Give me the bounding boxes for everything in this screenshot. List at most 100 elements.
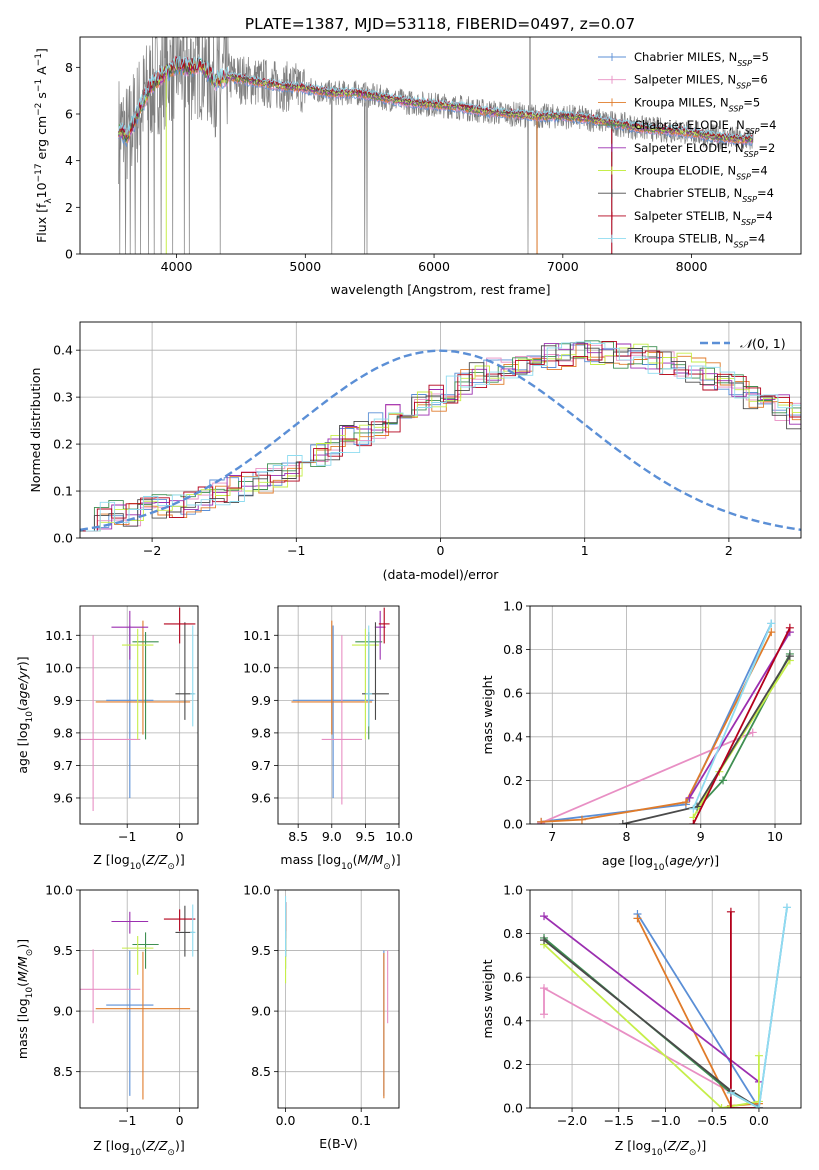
legend-label: Salpeter ELODIE, NSSP=2 bbox=[634, 141, 775, 159]
label-part: 10 bbox=[341, 862, 353, 872]
legend-label: Chabrier STELIB, NSSP=4 bbox=[634, 186, 774, 204]
mass_vs_EBV-points bbox=[285, 896, 389, 1099]
y-tick-label: 9.6 bbox=[53, 790, 73, 805]
label-part: ( bbox=[15, 706, 30, 711]
mass_weight_vs_Z-lines bbox=[540, 903, 791, 1108]
x-tick-label: 0.0 bbox=[276, 1113, 296, 1128]
y-tick-label: 10.0 bbox=[243, 883, 271, 898]
label-part: erg cm bbox=[34, 116, 49, 164]
x-tick-label: 7000 bbox=[547, 259, 579, 274]
mass_weight_vs_Z-frame bbox=[529, 889, 802, 1109]
legend-sub: SSP bbox=[729, 104, 744, 113]
mass_vs_Z-points bbox=[80, 904, 196, 1100]
mass-weight-line bbox=[540, 731, 754, 824]
legend-sub: SSP bbox=[737, 59, 752, 68]
mass-weight-line bbox=[692, 623, 773, 810]
histogram-series bbox=[85, 343, 801, 532]
y-tick-label: 10.0 bbox=[45, 883, 73, 898]
x-tick-label: 9.5 bbox=[355, 829, 375, 844]
legend-name: Salpeter MILES, N bbox=[634, 73, 736, 87]
mass-weight-line bbox=[543, 915, 760, 1083]
errorbar-point bbox=[163, 909, 196, 932]
x-tick-label: −1.0 bbox=[650, 1113, 680, 1128]
x-tick-label: 2 bbox=[725, 543, 733, 558]
label-part: ( bbox=[663, 1138, 668, 1153]
legend-sub: SSP bbox=[745, 127, 760, 136]
label-part: )] bbox=[175, 852, 185, 867]
age_vs_mass-frame bbox=[277, 605, 400, 825]
y-tick-label: 0.6 bbox=[503, 970, 523, 985]
label-part: ⊙ bbox=[689, 1148, 697, 1158]
plus-marker bbox=[748, 728, 757, 737]
label-part: 10 bbox=[651, 1148, 663, 1158]
label-part: Z [log bbox=[93, 1138, 129, 1153]
label-part: 10 bbox=[130, 862, 142, 872]
y-tick-label: 0.2 bbox=[503, 773, 523, 788]
legend-label: Chabrier MILES, NSSP=5 bbox=[634, 50, 769, 68]
legend-sub: SSP bbox=[741, 217, 756, 226]
legend-name: Chabrier STELIB, N bbox=[634, 186, 742, 200]
errorbar-point bbox=[190, 625, 196, 727]
legend-label: Kroupa STELIB, NSSP=4 bbox=[634, 232, 765, 250]
errorbar-point bbox=[378, 607, 390, 644]
label-part: M/M bbox=[358, 852, 384, 867]
y-tick-label: 8.5 bbox=[53, 1064, 73, 1079]
label-part: ( bbox=[141, 852, 146, 867]
histogram-series bbox=[82, 342, 801, 532]
label-part: ⊙ bbox=[167, 1148, 175, 1158]
plus-marker bbox=[577, 815, 586, 824]
errorbar-point bbox=[163, 607, 196, 644]
y-tick-label: 9.8 bbox=[251, 725, 271, 740]
y-tick-label: 0.0 bbox=[503, 817, 523, 832]
label-part: Z/Z bbox=[667, 1138, 690, 1153]
mass_weight_vs_age-lines bbox=[537, 619, 794, 824]
label-part: ⊙ bbox=[25, 949, 35, 957]
x-tick-label: 0.1 bbox=[351, 1113, 371, 1128]
x-tick-label: 1 bbox=[581, 543, 589, 558]
label-part: mass [log bbox=[15, 998, 30, 1059]
x-tick-label: 8.5 bbox=[288, 829, 308, 844]
residuals-axes: −2 −1 0 1 2 0.0 0.1 0.2 0.3 0.4 bbox=[53, 322, 801, 558]
y-tick-label: 0.4 bbox=[503, 729, 523, 744]
y-tick-label: 8.5 bbox=[251, 1064, 271, 1079]
x-tick-label: 10 bbox=[767, 829, 783, 844]
plus-marker bbox=[689, 820, 698, 824]
y-tick-label: 10.1 bbox=[45, 628, 73, 643]
legend-eq: =4 bbox=[757, 186, 774, 200]
plus-marker bbox=[767, 628, 776, 637]
x-tick-label: −2.0 bbox=[557, 1113, 587, 1128]
label-part: −17 bbox=[34, 163, 44, 182]
errorbar-point bbox=[95, 951, 191, 1100]
x-tick-label: 9.0 bbox=[322, 829, 342, 844]
y-tick-label: 9.0 bbox=[251, 1004, 271, 1019]
mass_vs_EBV-axes: 0.0 0.1 8.5 9.0 9.5 10.0 bbox=[243, 883, 399, 1128]
label-part: age [log bbox=[602, 853, 653, 868]
errorbar-point bbox=[95, 620, 191, 735]
plus-marker bbox=[618, 820, 627, 824]
y-tick-label: 0.4 bbox=[53, 343, 73, 358]
x-tick-label: −2 bbox=[143, 543, 161, 558]
plus-marker bbox=[726, 1088, 735, 1097]
legend-sub: SSP bbox=[744, 149, 759, 158]
plus-marker bbox=[540, 936, 549, 945]
legend-eq: =4 bbox=[756, 209, 773, 223]
errorbar-point bbox=[291, 620, 373, 735]
histogram-series bbox=[80, 342, 801, 532]
y-tick-label: 0.8 bbox=[503, 642, 523, 657]
y-tick-label: 10.0 bbox=[45, 660, 73, 675]
mw-z-x-label: Z [log10(Z/Z⊙)] bbox=[615, 1138, 706, 1158]
histogram-series bbox=[82, 344, 801, 532]
y-tick-label: 9.9 bbox=[53, 693, 73, 708]
y-tick-label: 0.0 bbox=[53, 531, 73, 546]
legend-name: Kroupa STELIB, N bbox=[634, 232, 734, 246]
legend-sub: SSP bbox=[734, 240, 749, 249]
errorbar-point bbox=[321, 635, 363, 805]
x-tick-label: −1 bbox=[118, 829, 136, 844]
label-part: )] bbox=[391, 852, 401, 867]
legend-name: Chabrier MILES, N bbox=[634, 50, 737, 64]
y-tick-label: 2 bbox=[65, 200, 73, 215]
label-part: Flux [f bbox=[34, 203, 49, 243]
x-tick-label: 5000 bbox=[289, 259, 321, 274]
plus-marker bbox=[782, 903, 791, 912]
